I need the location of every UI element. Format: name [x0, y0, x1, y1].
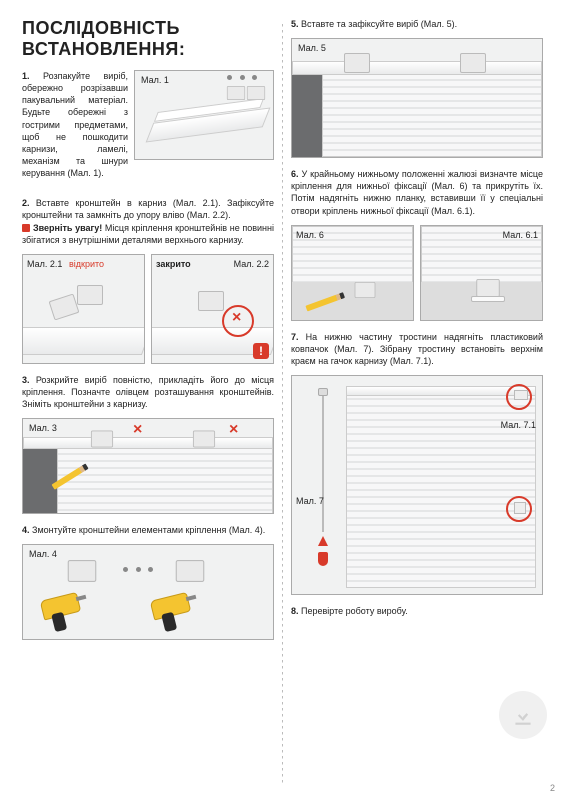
warning-icon [22, 224, 30, 232]
step-1: Мал. 1 1. Розпакуйте виріб, обережно роз… [22, 70, 274, 187]
figure-1-label: Мал. 1 [141, 75, 169, 85]
left-column: ПОСЛІДОВНІСТЬ ВСТАНОВЛЕННЯ: Мал. 1 1. Ро… [14, 18, 282, 789]
figure-5: Мал. 5 [291, 38, 543, 158]
step-7-text: 7. На нижню частину тростини надягніть п… [291, 331, 543, 367]
figure-4-label: Мал. 4 [29, 549, 57, 559]
page-number: 2 [550, 783, 555, 793]
figure-7-1-label: Мал. 7.1 [501, 420, 536, 430]
figure-7-label: Мал. 7 [296, 496, 324, 506]
figure-1: Мал. 1 [134, 70, 274, 160]
figure-4: Мал. 4 [22, 544, 274, 640]
figure-2-2-closed: закрито [156, 259, 191, 269]
page-title: ПОСЛІДОВНІСТЬ ВСТАНОВЛЕННЯ: [22, 18, 274, 60]
instruction-page: ПОСЛІДОВНІСТЬ ВСТАНОВЛЕННЯ: Мал. 1 1. Ро… [0, 0, 565, 799]
figure-2-2-label: Мал. 2.2 [234, 259, 269, 269]
alert-icon: ! [253, 343, 269, 359]
figure-2-1-open: відкрито [69, 259, 104, 269]
figure-3-label: Мал. 3 [29, 423, 57, 433]
figure-6-row: Мал. 6 Мал. 6.1 [291, 225, 543, 331]
figure-2-2: закрито Мал. 2.2 × ! [151, 254, 274, 364]
figure-2-1: Мал. 2.1 відкрито [22, 254, 145, 364]
figure-2-1-label: Мал. 2.1 [27, 259, 62, 269]
step-4-text: 4. Змонтуйте кронштейни елементами кріпл… [22, 524, 274, 536]
step-6-text: 6. У крайньому нижньому положенні жалюзі… [291, 168, 543, 217]
figure-6-label: Мал. 6 [296, 230, 324, 240]
right-column: 5. Вставте та зафіксуйте виріб (Мал. 5).… [283, 18, 551, 789]
figure-6-1: Мал. 6.1 [420, 225, 543, 321]
figure-5-label: Мал. 5 [298, 43, 326, 53]
step-3-text: 3. Розкрийте виріб повністю, прикладіть … [22, 374, 274, 410]
figure-6: Мал. 6 [291, 225, 414, 321]
figure-6-1-label: Мал. 6.1 [503, 230, 538, 240]
figure-3: Мал. 3 × × [22, 418, 274, 514]
figure-2-row: Мал. 2.1 відкрито закрито Мал. 2.2 × ! [22, 254, 274, 374]
step-8-text: 8. Перевірте роботу виробу. [291, 605, 543, 617]
step-2-text: 2. Вставте кронштейн в карниз (Мал. 2.1)… [22, 197, 274, 246]
step-5-text: 5. Вставте та зафіксуйте виріб (Мал. 5). [291, 18, 543, 30]
figure-7: Мал. 7.1 Мал. 7 [291, 375, 543, 595]
